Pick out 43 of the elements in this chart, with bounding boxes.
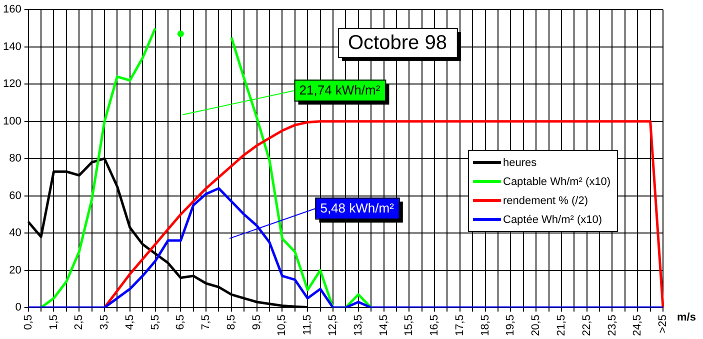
x-tick-label: 22,5	[580, 314, 593, 336]
y-tick-label: 40	[9, 227, 22, 240]
x-tick-label: 1,5	[48, 314, 60, 330]
x-tick-label: 4,5	[124, 314, 136, 330]
x-tick-label: >25	[657, 314, 670, 334]
x-tick-label: 24,5	[632, 314, 644, 336]
y-tick-label: 160	[2, 4, 22, 16]
legend-label: heures	[503, 156, 537, 168]
x-tick-label: 7,5	[200, 314, 212, 330]
x-tick-label: 16,5	[428, 314, 441, 336]
x-tick-label: 6,5	[174, 314, 187, 330]
x-tick-label: 14,5	[378, 314, 390, 336]
x-tick-label: 21,5	[555, 314, 568, 336]
x-tick-label: 13,5	[352, 314, 364, 336]
y-tick-label: 140	[2, 40, 22, 53]
legend-label: Captée Wh/m² (x10)	[503, 214, 602, 226]
x-tick-label: 20,5	[530, 314, 542, 336]
y-tick-label: 60	[9, 190, 22, 202]
x-tick-label: 9,5	[250, 314, 263, 330]
annotation: 21,74 kWh/m²	[299, 82, 381, 98]
x-tick-label: 0,5	[22, 314, 34, 330]
x-tick-label: 11,5	[302, 314, 314, 336]
x-tick-label: 8,5	[225, 314, 238, 330]
x-tick-label: 5,5	[149, 314, 162, 330]
x-tick-label: 19,5	[504, 314, 517, 336]
y-tick-label: 80	[9, 152, 22, 165]
x-tick-label: 12,5	[327, 314, 340, 336]
y-tick-label: 0	[15, 302, 22, 314]
y-tick-label: 120	[2, 78, 22, 90]
x-tick-label: 17,5	[454, 314, 466, 336]
y-tick-label: 100	[2, 115, 22, 128]
legend-label: rendement % (/2)	[503, 194, 588, 206]
annotation: 5,48 kWh/m²	[320, 200, 395, 216]
x-tick-label: 15,5	[403, 314, 416, 336]
x-tick-label: 2,5	[73, 314, 86, 330]
legend-label: Captable Wh/m² (x10)	[503, 176, 611, 188]
x-tick-label: 3,5	[98, 314, 111, 330]
x-tick-label: 10,5	[276, 314, 288, 336]
text: Octobre 98	[348, 32, 447, 54]
y-tick-label: 20	[9, 264, 22, 276]
x-tick-label: 23,5	[606, 314, 618, 336]
x-tick-label: 18,5	[479, 314, 492, 336]
x-axis-title: m/s	[677, 312, 696, 324]
